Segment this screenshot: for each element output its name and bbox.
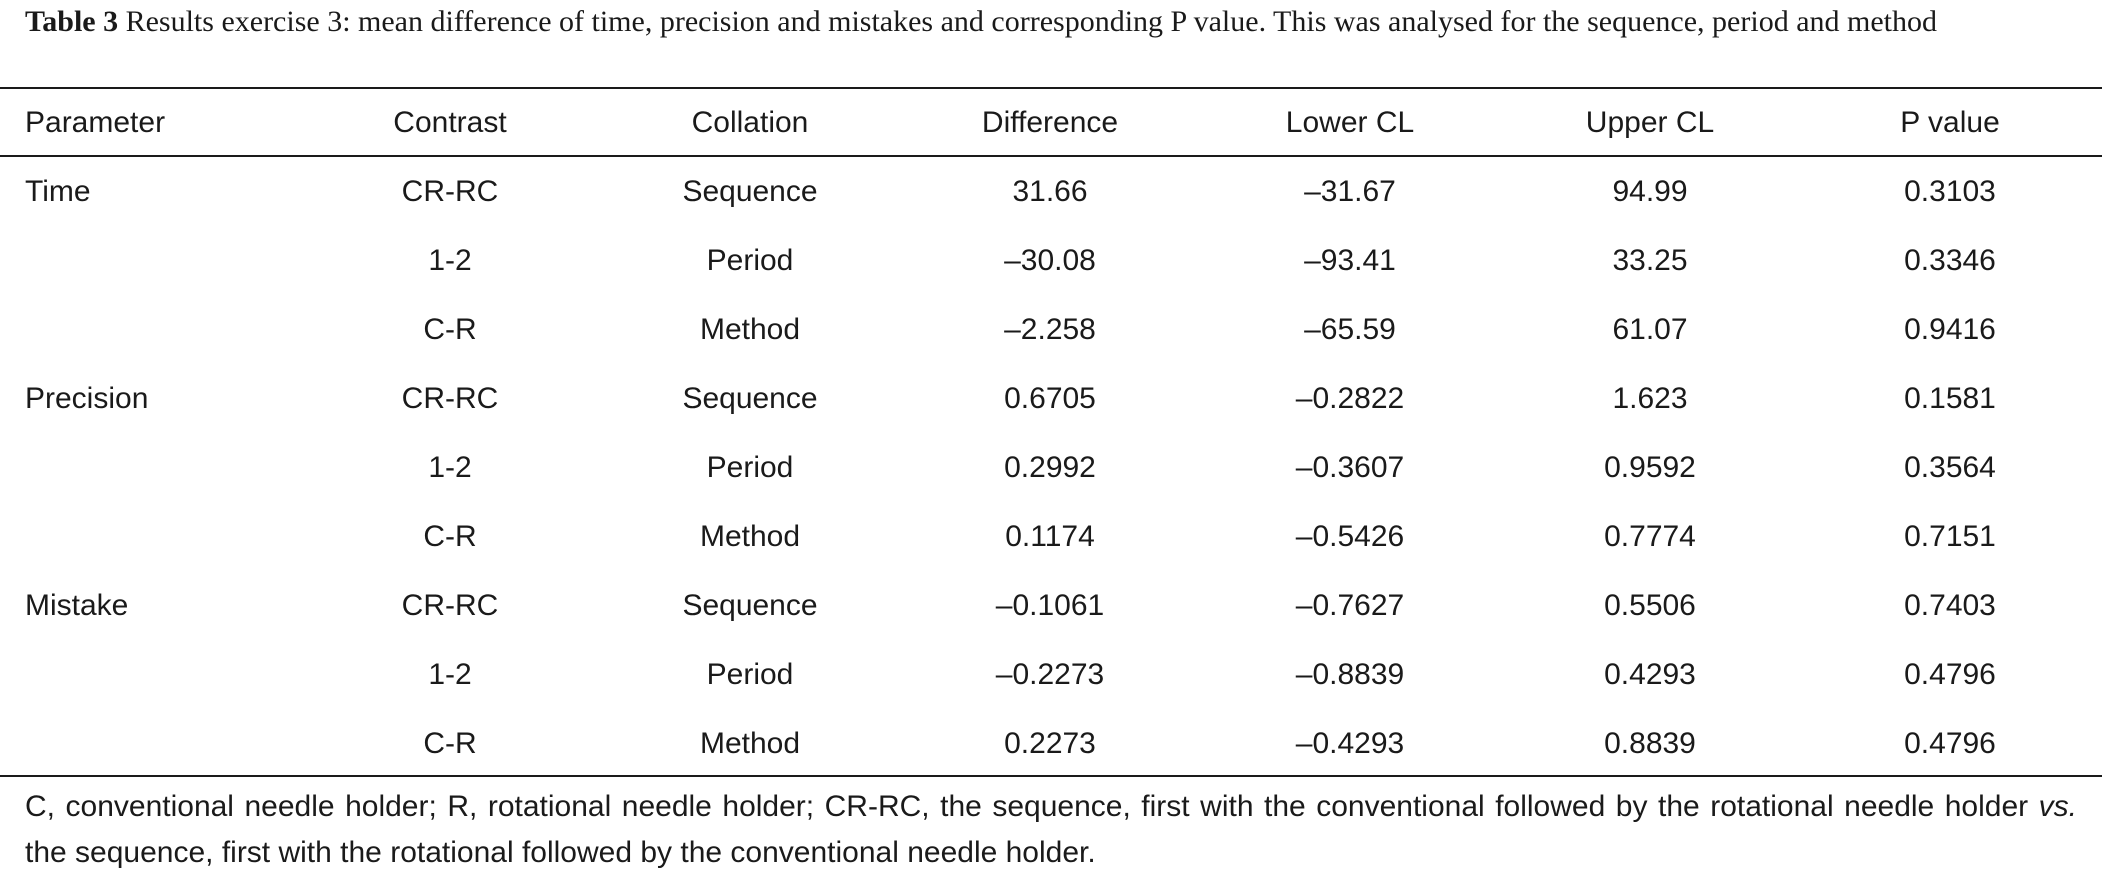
table-row: 1-2 Period –0.2273 –0.8839 0.4293 0.4796 <box>0 640 2102 709</box>
cell-p-value: 0.3346 <box>1904 244 1996 277</box>
footnote-text-1: C, conventional needle holder; R, rotati… <box>25 790 2039 823</box>
cell-parameter: Mistake <box>25 589 129 622</box>
cell-lower-cl: –65.59 <box>1304 313 1396 346</box>
footnote-text-2: the sequence, first with the rotational … <box>25 836 1096 869</box>
cell-p-value: 0.1581 <box>1904 382 1996 415</box>
cell-p-value: 0.7151 <box>1904 520 1996 553</box>
cell-lower-cl: –0.4293 <box>1295 727 1405 760</box>
cell-p-value: 0.3564 <box>1904 451 1996 484</box>
cell-contrast: 1-2 <box>428 451 472 484</box>
cell-difference: –2.258 <box>1004 313 1096 346</box>
top-rule <box>0 87 2102 89</box>
header-difference: Difference <box>981 106 1119 139</box>
cell-difference: 0.6705 <box>1004 382 1096 415</box>
table-row: Time CR-RC Sequence 31.66 –31.67 94.99 0.3103 <box>0 157 2102 226</box>
table-row: 1-2 Period 0.2992 –0.3607 0.9592 0.3564 <box>0 433 2102 502</box>
header-contrast: Contrast <box>393 106 507 139</box>
table-row: Mistake CR-RC Sequence –0.1061 –0.7627 0.5506… <box>0 571 2102 640</box>
cell-upper-cl: 0.8839 <box>1604 727 1696 760</box>
table-row: Precision CR-RC Sequence 0.6705 –0.2822 1.623… <box>0 364 2102 433</box>
table-row: C-R Method 0.2273 –0.4293 0.8839 0.4796 <box>0 709 2102 778</box>
cell-difference: 0.1174 <box>1005 520 1095 553</box>
cell-lower-cl: –0.3607 <box>1295 451 1405 484</box>
cell-p-value: 0.7403 <box>1904 589 1996 622</box>
cell-lower-cl: –0.7627 <box>1295 589 1405 622</box>
cell-collation: Sequence <box>682 382 818 415</box>
cell-p-value: 0.4796 <box>1904 727 1996 760</box>
cell-difference: –0.2273 <box>995 658 1105 691</box>
cell-collation: Sequence <box>682 175 818 208</box>
table-row: 1-2 Period –30.08 –93.41 33.25 0.3346 <box>0 226 2102 295</box>
cell-collation: Method <box>699 727 801 760</box>
header-collation: Collation <box>691 106 809 139</box>
cell-collation: Period <box>706 451 794 484</box>
header-p-value: P value <box>1900 106 2000 139</box>
cell-lower-cl: –0.5426 <box>1295 520 1405 553</box>
table-caption: Table 3 Results exercise 3: mean differe… <box>25 0 2085 44</box>
cell-upper-cl: 33.25 <box>1612 244 1688 277</box>
cell-p-value: 0.3103 <box>1904 175 1996 208</box>
table-footnote: C, conventional needle holder; R, rotati… <box>25 784 2077 876</box>
cell-contrast: 1-2 <box>428 658 472 691</box>
cell-upper-cl: 0.4293 <box>1604 658 1696 691</box>
cell-lower-cl: –31.67 <box>1304 175 1396 208</box>
cell-upper-cl: 94.99 <box>1612 175 1688 208</box>
cell-upper-cl: 1.623 <box>1612 382 1688 415</box>
cell-p-value: 0.9416 <box>1904 313 1996 346</box>
cell-contrast: CR-RC <box>401 382 499 415</box>
table-header-row: Parameter Contrast Collation Difference … <box>0 98 2102 148</box>
cell-upper-cl: 61.07 <box>1612 313 1688 346</box>
cell-collation: Method <box>699 313 801 346</box>
cell-difference: 31.66 <box>1012 175 1088 208</box>
cell-collation: Period <box>706 658 794 691</box>
header-parameter: Parameter <box>25 106 166 139</box>
cell-difference: 0.2273 <box>1004 727 1096 760</box>
cell-contrast: CR-RC <box>401 175 499 208</box>
table-row: C-R Method –2.258 –65.59 61.07 0.9416 <box>0 295 2102 364</box>
cell-collation: Method <box>699 520 801 553</box>
caption-text: Results exercise 3: mean difference of t… <box>125 5 1937 38</box>
cell-p-value: 0.4796 <box>1904 658 1996 691</box>
cell-upper-cl: 0.9592 <box>1604 451 1696 484</box>
cell-collation: Period <box>706 244 794 277</box>
cell-difference: –30.08 <box>1004 244 1096 277</box>
header-upper-cl: Upper CL <box>1585 106 1715 139</box>
cell-difference: 0.2992 <box>1004 451 1096 484</box>
cell-contrast: C-R <box>423 727 477 760</box>
cell-contrast: C-R <box>423 313 477 346</box>
cell-lower-cl: –0.2822 <box>1295 382 1405 415</box>
cell-difference: –0.1061 <box>995 589 1105 622</box>
table-label: Table 3 <box>25 5 119 38</box>
cell-parameter: Time <box>25 175 91 208</box>
header-rule <box>0 155 2102 157</box>
header-lower-cl: Lower CL <box>1285 106 1415 139</box>
cell-lower-cl: –0.8839 <box>1295 658 1405 691</box>
cell-upper-cl: 0.5506 <box>1604 589 1696 622</box>
cell-contrast: CR-RC <box>401 589 499 622</box>
table-row: C-R Method 0.1174 –0.5426 0.7774 0.7151 <box>0 502 2102 571</box>
cell-collation: Sequence <box>682 589 818 622</box>
cell-contrast: C-R <box>423 520 477 553</box>
footnote-vs: vs. <box>2038 790 2077 823</box>
bottom-rule <box>0 775 2102 777</box>
cell-upper-cl: 0.7774 <box>1604 520 1696 553</box>
cell-lower-cl: –93.41 <box>1304 244 1396 277</box>
cell-parameter: Precision <box>25 382 149 415</box>
cell-contrast: 1-2 <box>428 244 472 277</box>
